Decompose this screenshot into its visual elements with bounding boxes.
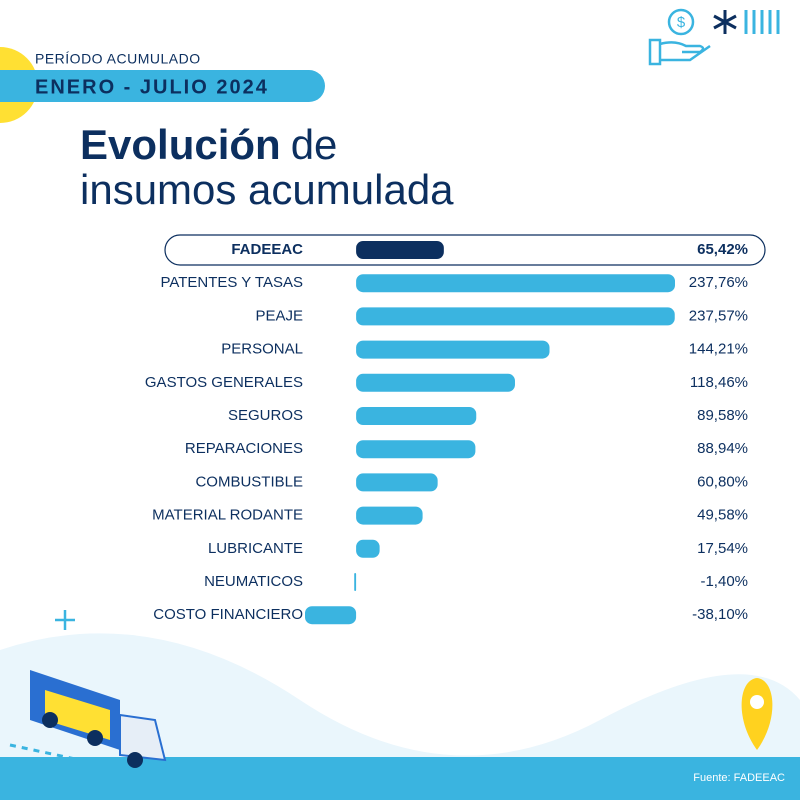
icon-symbol: $ (677, 14, 686, 31)
value-label: 144,21% (689, 341, 748, 358)
category-label: COMBUSTIBLE (195, 473, 303, 490)
value-label: 237,76% (689, 274, 748, 291)
highlight-outline (164, 234, 766, 266)
location-pin (741, 678, 773, 750)
bar (356, 373, 515, 392)
bar (354, 573, 357, 591)
truck (9, 670, 167, 768)
stripes (744, 10, 780, 34)
period-label: PERÍODO ACUMULADO (35, 51, 201, 67)
value-label: 17,54% (697, 540, 748, 557)
bottom-band (0, 757, 800, 800)
source: Fuente: FADEEAC (693, 772, 785, 784)
title-bold: Evolución (80, 121, 281, 168)
bar (356, 307, 675, 326)
period-pill (0, 70, 325, 102)
plus-icon (55, 610, 75, 630)
category-label: REPARACIONES (185, 440, 303, 457)
category-label: PERSONAL (221, 341, 303, 358)
category-label: LUBRICANTE (208, 540, 303, 557)
value-label: 88,94% (697, 440, 748, 457)
category-label: PATENTES Y TASAS (160, 274, 303, 291)
category-label: NEUMATICOS (204, 573, 303, 590)
category-label: PEAJE (255, 307, 303, 324)
bar (356, 340, 550, 359)
bar (356, 539, 380, 558)
value-label: 89,58% (697, 407, 748, 424)
value-label: 118,46% (690, 374, 748, 391)
category-label: SEGUROS (228, 407, 303, 424)
bar (356, 506, 423, 525)
bar (356, 440, 476, 459)
bar (305, 606, 357, 625)
bar (356, 274, 675, 293)
value-label: 49,58% (697, 507, 748, 524)
value-label: 60,80% (697, 473, 748, 490)
period: ENERO - JULIO 2024 (35, 76, 269, 98)
category-label: GASTOS GENERALES (145, 374, 303, 391)
category-label: COSTO FINANCIERO (153, 606, 303, 623)
value-label: -38,10% (692, 606, 748, 623)
title: Evolución de (80, 121, 337, 168)
bar (356, 407, 477, 425)
asterisk-icon (713, 10, 737, 34)
value-label: 237,57% (689, 307, 748, 324)
value-label: -1,40% (700, 573, 748, 590)
bar (356, 241, 444, 259)
bar (356, 473, 438, 492)
hill (0, 633, 800, 757)
money-hand-icon (648, 8, 711, 66)
title-line-2: insumos acumulada (80, 166, 454, 213)
category-label: MATERIAL RODANTE (152, 507, 303, 524)
value-label: 65,42% (697, 241, 748, 258)
category-label: FADEEAC (231, 241, 303, 258)
title-part: de (291, 121, 338, 168)
